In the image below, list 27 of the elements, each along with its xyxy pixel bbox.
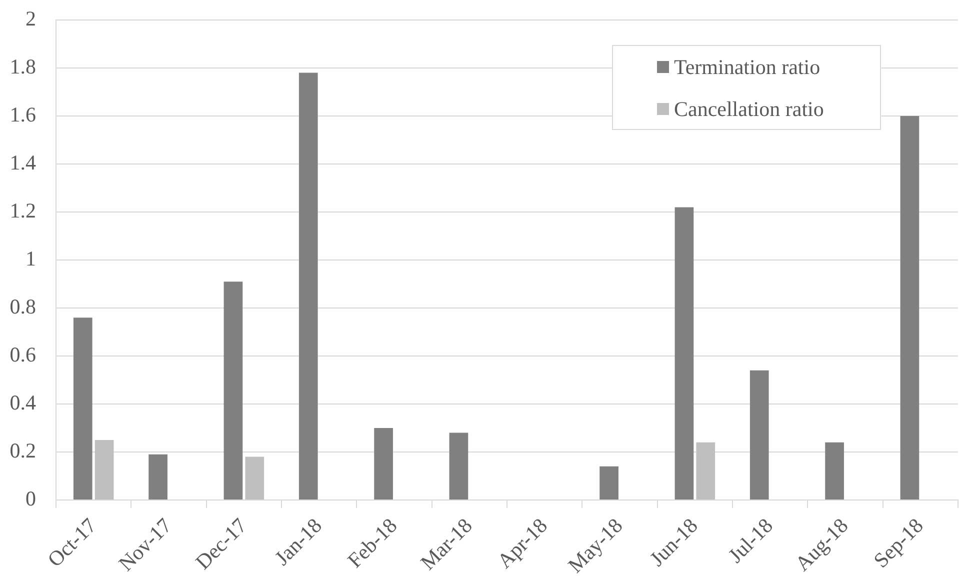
y-tick-label: 1.4 xyxy=(10,150,36,175)
bar xyxy=(224,282,243,500)
bar xyxy=(298,72,318,500)
bar xyxy=(750,370,769,500)
y-tick-label: 1.8 xyxy=(10,54,36,79)
y-tick-label: 0.6 xyxy=(10,342,36,367)
bar xyxy=(674,207,694,500)
bar xyxy=(73,318,92,500)
bar xyxy=(600,466,618,500)
y-tick-label: 1.6 xyxy=(10,102,36,127)
bar xyxy=(148,454,168,500)
bar xyxy=(245,456,264,500)
y-tick-label: 0.2 xyxy=(10,438,36,463)
bar xyxy=(825,442,844,500)
bar xyxy=(449,432,468,500)
y-tick-label: 0 xyxy=(26,486,36,511)
legend-label: Termination ratio xyxy=(674,54,820,78)
y-tick-label: 0.4 xyxy=(10,390,36,415)
legend-label: Cancellation ratio xyxy=(674,96,824,120)
y-tick-label: 0.8 xyxy=(10,294,36,319)
bar xyxy=(94,440,114,500)
y-tick-label: 1.2 xyxy=(10,198,36,223)
bar xyxy=(900,116,920,500)
bar xyxy=(374,428,393,500)
y-tick-label: 1 xyxy=(26,246,36,271)
y-tick-label: 2 xyxy=(26,6,36,31)
bar xyxy=(696,442,716,500)
